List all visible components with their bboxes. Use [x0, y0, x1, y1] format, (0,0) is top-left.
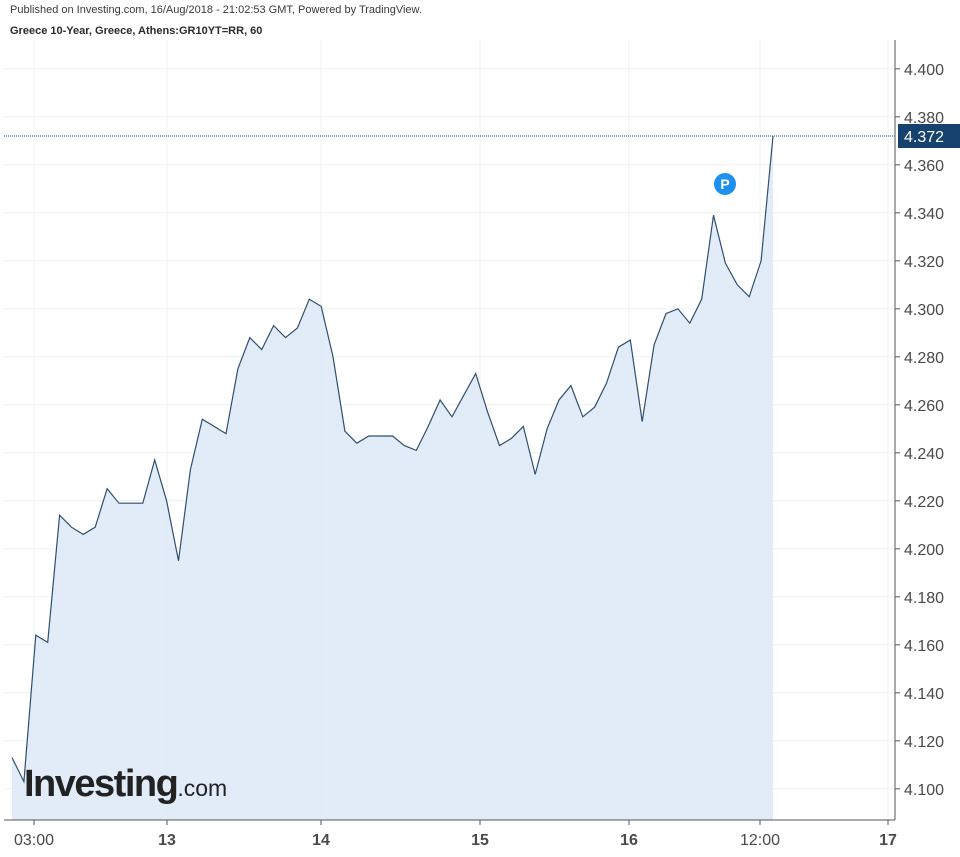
x-tick-label: 15 [471, 832, 489, 849]
y-tick-label: 4.160 [904, 638, 944, 655]
data-point [272, 324, 275, 327]
x-tick-label: 03:00 [14, 832, 54, 849]
data-point [343, 430, 346, 433]
x-tick-label: 16 [620, 832, 638, 849]
y-tick-label: 4.260 [904, 398, 944, 415]
data-point [629, 339, 632, 342]
data-point [462, 394, 465, 397]
data-point [510, 437, 513, 440]
y-tick-label: 4.200 [904, 542, 944, 559]
y-tick-label: 4.220 [904, 494, 944, 511]
data-point [534, 473, 537, 476]
data-point [201, 418, 204, 421]
data-point [712, 214, 715, 217]
data-point [581, 415, 584, 418]
data-point [225, 432, 228, 435]
data-point [213, 425, 216, 428]
time-axis[interactable]: 03:00 13 14 15 16 12:00 17 [4, 820, 897, 849]
data-point [70, 526, 73, 529]
data-point [355, 442, 358, 445]
data-point [391, 435, 394, 438]
data-point [165, 499, 168, 502]
y-tick-label: 4.360 [904, 158, 944, 175]
data-point [617, 346, 620, 349]
data-point [367, 435, 370, 438]
data-point [569, 384, 572, 387]
data-point [58, 514, 61, 517]
marker-p-label: P [720, 176, 729, 192]
y-tick-label: 4.280 [904, 350, 944, 367]
data-point [427, 425, 430, 428]
y-tick-label: 4.340 [904, 206, 944, 223]
data-point [676, 307, 679, 310]
data-point [248, 336, 251, 339]
data-point [82, 533, 85, 536]
y-tick-label: 4.140 [904, 686, 944, 703]
y-tick-label: 4.240 [904, 446, 944, 463]
data-point [760, 259, 763, 262]
y-tick-label: 4.120 [904, 734, 944, 751]
data-point [653, 343, 656, 346]
data-point [332, 355, 335, 358]
area-fill [12, 136, 773, 820]
logo-suffix: .com [177, 775, 227, 801]
data-point [320, 305, 323, 308]
y-tick-label: 4.100 [904, 782, 944, 799]
data-point [641, 420, 644, 423]
investing-logo: Investing.com [24, 763, 227, 806]
y-tick-label: 4.300 [904, 302, 944, 319]
data-point [11, 756, 14, 759]
data-point [236, 367, 239, 370]
data-point [474, 372, 477, 375]
data-point [700, 298, 703, 301]
y-tick-label: 4.400 [904, 62, 944, 79]
data-point [379, 435, 382, 438]
data-point [106, 487, 109, 490]
data-point [296, 327, 299, 330]
x-tick-label: 13 [158, 832, 176, 849]
data-point [665, 312, 668, 315]
x-tick-label: 17 [879, 832, 897, 849]
logo-brand: Investing [24, 763, 177, 805]
data-point [94, 526, 97, 529]
data-point [724, 262, 727, 265]
data-point [593, 406, 596, 409]
x-tick-label: 12:00 [740, 832, 780, 849]
data-point [141, 502, 144, 505]
data-point [308, 298, 311, 301]
data-point [688, 322, 691, 325]
data-point [736, 283, 739, 286]
data-point [451, 415, 454, 418]
data-point [118, 502, 121, 505]
y-tick-label: 4.180 [904, 590, 944, 607]
data-point [498, 444, 501, 447]
plot-area: P [4, 135, 895, 821]
last-price-label: 4.372 [904, 129, 944, 146]
data-point [546, 427, 549, 430]
data-point [439, 399, 442, 402]
data-point [522, 425, 525, 428]
data-point [486, 411, 489, 414]
data-point [605, 382, 608, 385]
data-point [177, 559, 180, 562]
data-point [260, 348, 263, 351]
x-tick-label: 14 [312, 832, 330, 849]
data-point [415, 449, 418, 452]
data-point [403, 444, 406, 447]
data-point [189, 468, 192, 471]
data-point [284, 336, 287, 339]
data-point [46, 641, 49, 644]
data-point [558, 399, 561, 402]
data-point [153, 459, 156, 462]
data-point [129, 502, 132, 505]
data-point [748, 295, 751, 298]
y-tick-label: 4.320 [904, 254, 944, 271]
data-point [34, 634, 37, 637]
price-axis[interactable]: 4.400 4.380 4.360 4.340 4.320 4.300 4.280 4.260… [895, 40, 960, 820]
